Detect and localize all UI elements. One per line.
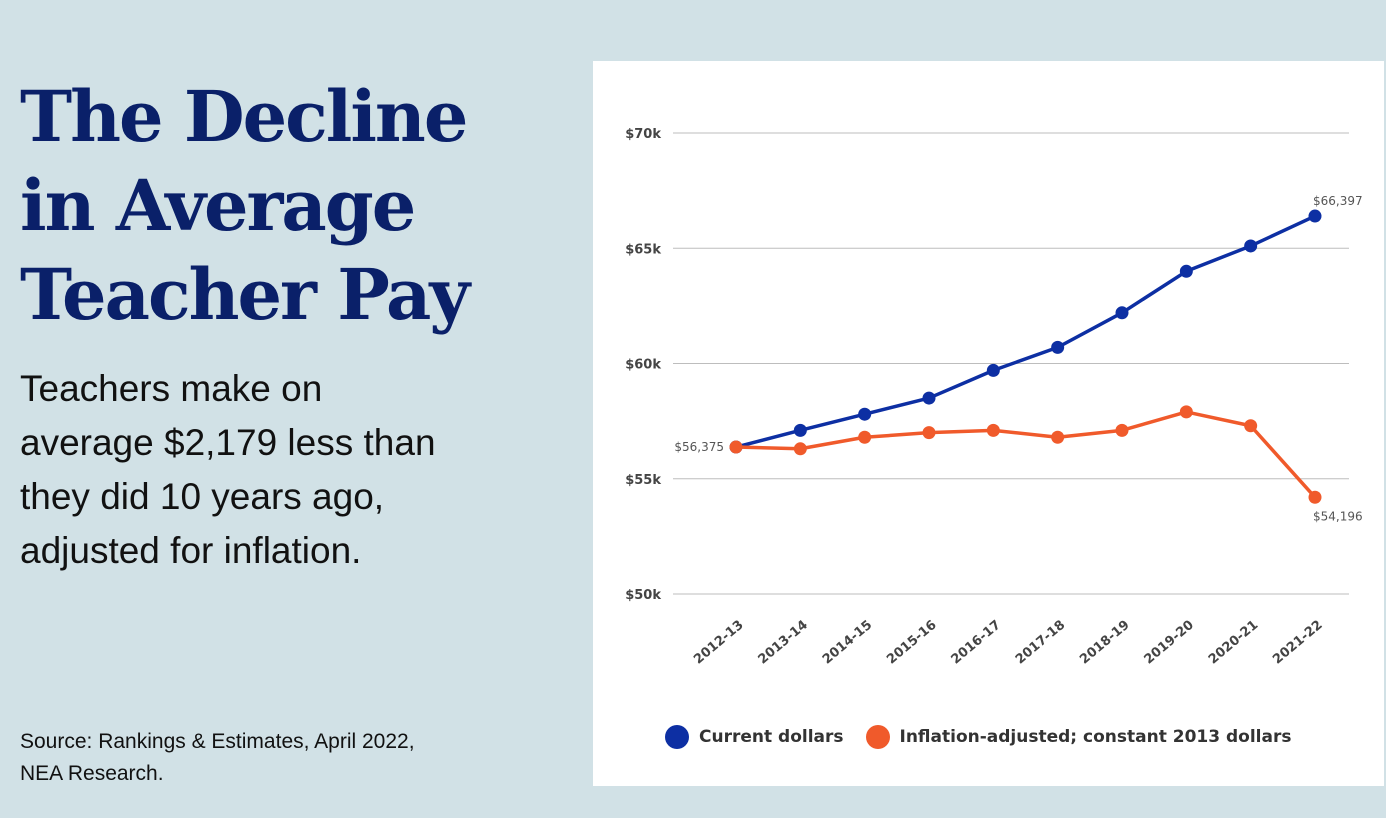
headline-panel: The Decline in Average Teacher Pay Teach…: [20, 0, 580, 818]
series-0-point-5: [1051, 340, 1065, 354]
data-label-2: $54,196: [1313, 509, 1363, 523]
data-label-0: $56,375: [674, 440, 724, 454]
series-0-point-1: [793, 423, 807, 437]
x-tick-label-7: 2019-20: [1142, 618, 1197, 668]
x-tick-label-6: 2018-19: [1077, 618, 1132, 668]
legend-marker-adjusted: [865, 725, 890, 749]
x-tick-label-4: 2016-17: [949, 618, 1004, 668]
series-line-1: [734, 410, 1317, 500]
line-chart: $50k $55k $60k $65k $70k 2012-13 2013-14 2014-1…: [625, 127, 1363, 668]
x-tick-label-2: 2014-15: [820, 618, 875, 668]
y-tick-label-1: $55k: [625, 473, 661, 488]
series-1-point-5: [1051, 430, 1065, 444]
legend-item-current: Current dollars: [665, 725, 844, 749]
series-0-point-4: [986, 363, 1000, 377]
x-tick-label-1: 2013-14: [756, 618, 811, 668]
legend-label-adjusted: Inflation-adjusted; constant 2013 dollar…: [899, 727, 1292, 747]
series-1-point-0: [729, 440, 743, 454]
x-tick-label-9: 2021-22: [1270, 618, 1325, 668]
series-0-point-3: [922, 391, 936, 405]
page-title: The Decline in Average Teacher Pay: [20, 75, 470, 336]
y-tick-label-3: $65k: [625, 242, 661, 257]
page-subtitle: Teachers make on average $2,179 less tha…: [20, 368, 436, 571]
series-1-point-9: [1308, 490, 1322, 504]
chart-card: $50k $55k $60k $65k $70k 2012-13 2013-14 2014-1…: [593, 61, 1384, 786]
source-note: Source: Rankings & Estimates, April 2022…: [20, 730, 415, 785]
x-tick-label-5: 2017-18: [1013, 618, 1068, 668]
series-0-point-7: [1179, 264, 1193, 278]
legend-item-adjusted: Inflation-adjusted; constant 2013 dollar…: [865, 725, 1292, 749]
series-0-point-9: [1308, 209, 1322, 223]
x-tick-label-0: 2012-13: [691, 618, 746, 668]
series-1-point-3: [922, 426, 936, 440]
y-tick-label-2: $60k: [625, 358, 661, 373]
y-tick-label-0: $50k: [625, 588, 661, 603]
x-tick-label-8: 2020-21: [1206, 618, 1261, 668]
series-1-point-8: [1244, 419, 1258, 433]
series-1-point-1: [793, 442, 807, 456]
y-tick-label-4: $70k: [625, 127, 661, 142]
series-0-point-6: [1115, 306, 1129, 320]
series-1-point-7: [1179, 405, 1193, 419]
data-label-1: $66,397: [1313, 194, 1363, 208]
legend-marker-current: [665, 725, 689, 749]
series-line-0: [734, 214, 1317, 449]
x-tick-label-3: 2015-16: [884, 618, 939, 668]
series-1-point-2: [858, 430, 872, 444]
chart-legend: Current dollars Inflation-adjusted; cons…: [665, 725, 1313, 749]
series-1-point-4: [986, 423, 1000, 437]
series-0-point-8: [1244, 239, 1258, 253]
series-1-point-6: [1115, 423, 1129, 437]
series-0-point-2: [858, 407, 872, 421]
legend-label-current: Current dollars: [699, 727, 844, 747]
